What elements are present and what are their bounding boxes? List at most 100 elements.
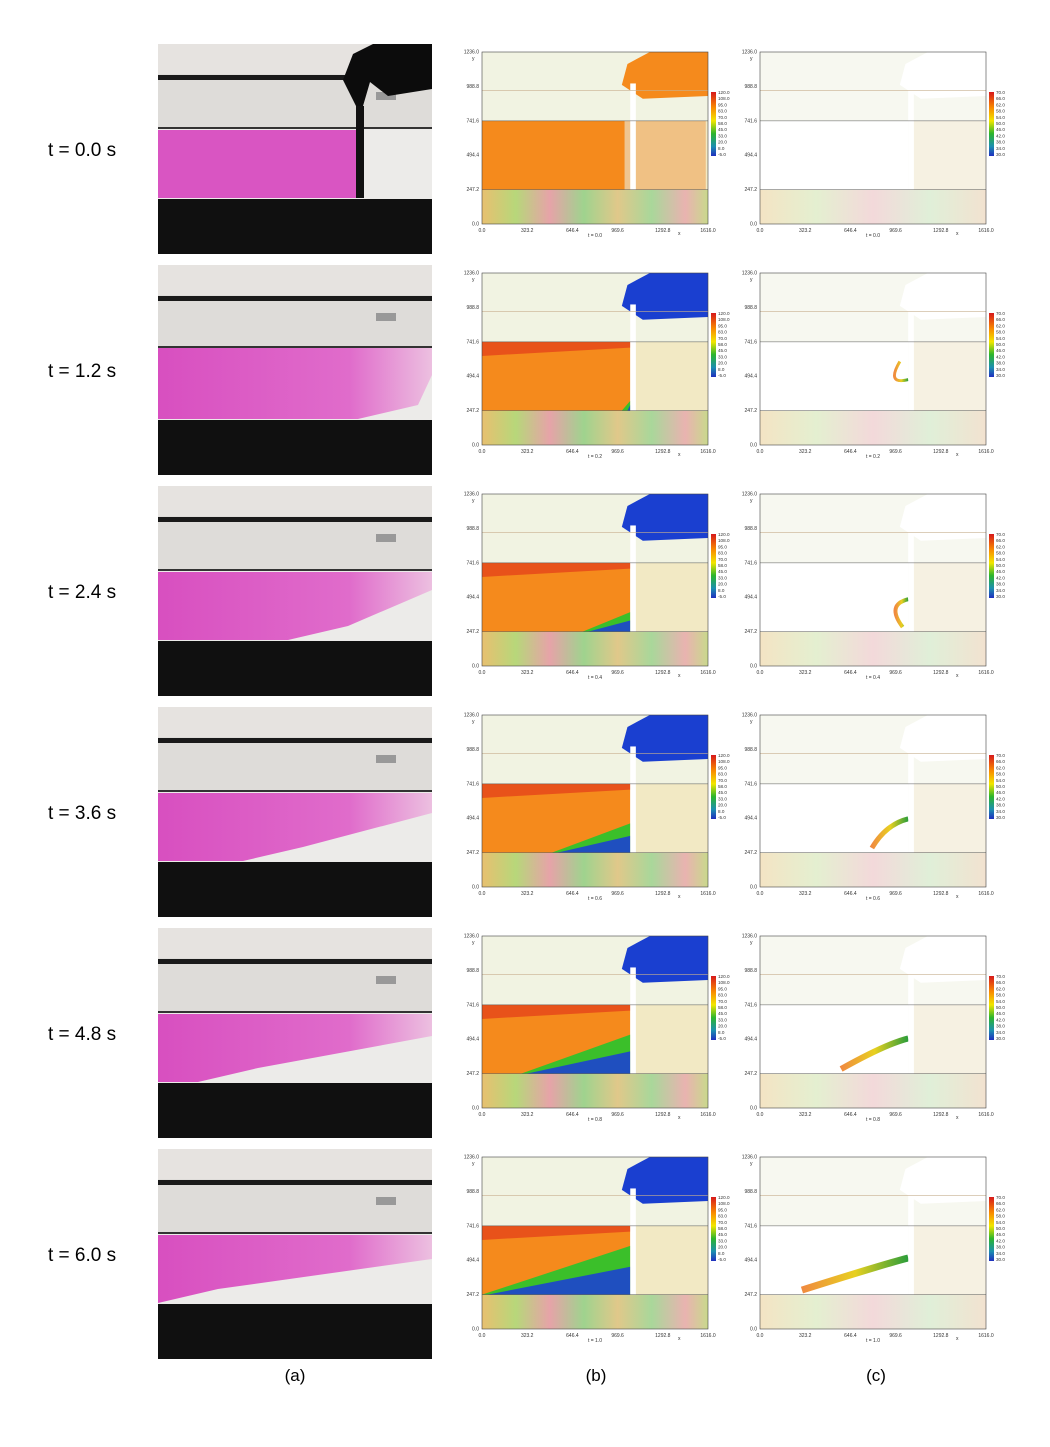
colorbar-label: 95.0: [718, 323, 727, 328]
x-tick-label: 1616.0: [700, 670, 716, 676]
x-tick-label: 969.6: [611, 670, 624, 676]
y-tick-label: 0.0: [472, 222, 479, 228]
y-tick-label: 0.0: [472, 664, 479, 670]
colorbar: [989, 313, 994, 377]
colorbar-label: 95.0: [718, 986, 727, 991]
y-axis-label: y: [750, 56, 753, 62]
channel-region: [913, 783, 986, 853]
colorbar-label: 33.0: [718, 133, 727, 138]
colorbar-label: -5.0: [718, 373, 726, 378]
concentration-plot: 0.0 247.2 494.4 741.6 988.8 1236.0 0.0 323.2 646…: [742, 271, 1006, 461]
y-axis-label: y: [472, 940, 475, 946]
figure-row: t = 3.6 s0.0247.2494.4741.6988.81236.00.…: [48, 707, 1005, 917]
colorbar-label: 62.0: [996, 1207, 1005, 1212]
plot-frame: [481, 714, 709, 888]
y-tick-label: 741.6: [466, 781, 479, 787]
panel-label: (a): [285, 1366, 306, 1385]
tag: [376, 92, 396, 100]
glove: [343, 44, 432, 106]
colorbar-label: 108.0: [718, 759, 730, 764]
x-tick-label: 0.0: [479, 1333, 486, 1339]
channel-region: [913, 120, 986, 190]
x-tick-label: 1292.8: [933, 228, 949, 234]
y-tick-label: 988.8: [744, 305, 757, 311]
tag: [376, 534, 396, 542]
hand: [621, 273, 708, 320]
red-layer: [482, 1225, 631, 1240]
figure-row: t = 4.8 s0.0247.2494.4741.6988.81236.00.…: [48, 928, 1005, 1138]
x-tick-label: 646.4: [844, 228, 857, 234]
x-tick-label: 323.2: [799, 228, 812, 234]
y-tick-label: 988.8: [466, 84, 479, 90]
plot-time: t = 0.0: [866, 233, 880, 239]
colorbar-label: 58.0: [718, 1226, 727, 1231]
x-axis-label: x: [956, 1336, 959, 1342]
colorbar-label: 108.0: [718, 317, 730, 322]
colorbar-label: 38.0: [996, 140, 1005, 145]
velocity-plot: 0.0 247.2 494.4 741.6 988.8 1236.0 0.0 323.2 646…: [464, 271, 730, 461]
y-tick-label: 0.0: [750, 664, 757, 670]
y-tick-label: 247.2: [466, 1071, 479, 1077]
y-axis-label: y: [472, 277, 475, 283]
colorbar-label: 83.0: [718, 993, 727, 998]
row-label: t = 4.8 s: [48, 1024, 116, 1045]
rail: [158, 75, 432, 80]
channel-region: [635, 1225, 708, 1295]
figure-row: t = 2.4 s0.0247.2494.4741.6988.81236.00.…: [48, 486, 1005, 696]
x-axis-label: x: [956, 231, 959, 237]
bottom-band: [482, 631, 708, 666]
plot-frame: [481, 493, 709, 667]
y-tick-label: 988.8: [466, 305, 479, 311]
plot-time: t = 1.0: [866, 1338, 880, 1344]
gate: [630, 746, 636, 853]
figure-row: t = 0.0 s0.0247.2494.4741.6988.81236.00.…: [48, 44, 1005, 254]
interface-streak: [839, 1035, 910, 1072]
colorbar-label: 50.0: [996, 563, 1005, 568]
y-tick-label: 1236.0: [742, 713, 758, 719]
colorbar-label: 50.0: [996, 121, 1005, 126]
fluid-blank: [760, 783, 909, 853]
y-tick-label: 494.4: [744, 595, 757, 601]
gate: [630, 525, 636, 632]
y-tick-label: 247.2: [744, 850, 757, 856]
colorbar-label: 66.0: [996, 980, 1005, 985]
x-tick-label: 1292.8: [933, 1333, 949, 1339]
colorbar-label: 50.0: [996, 342, 1005, 347]
colorbar-label: 50.0: [996, 1005, 1005, 1010]
colorbar: [711, 755, 716, 819]
colorbar-label: 83.0: [718, 330, 727, 335]
y-tick-label: 988.8: [744, 1189, 757, 1195]
colorbar: [711, 313, 716, 377]
photo: [158, 44, 432, 254]
colorbar-label: 70.0: [718, 1220, 727, 1225]
colorbar-label: 58.0: [718, 342, 727, 347]
colorbar-label: 20.0: [718, 582, 727, 587]
interface-streak: [893, 597, 909, 629]
pink-fluid: [158, 1235, 432, 1303]
y-tick-label: 247.2: [744, 629, 757, 635]
hand: [621, 52, 708, 99]
x-tick-label: 646.4: [566, 670, 579, 676]
rail: [158, 296, 432, 301]
colorbar: [989, 755, 994, 819]
panel-label: (b): [586, 1366, 607, 1385]
y-axis-label: y: [472, 56, 475, 62]
gate: [908, 83, 914, 190]
colorbar-label: 42.0: [996, 354, 1005, 359]
x-tick-label: 969.6: [889, 1112, 902, 1118]
colorbar-label: 38.0: [996, 803, 1005, 808]
photo: [158, 486, 432, 696]
y-tick-label: 741.6: [744, 339, 757, 345]
row-label: t = 0.0 s: [48, 140, 116, 161]
pink-fluid: [158, 130, 356, 198]
y-tick-label: 247.2: [466, 408, 479, 414]
colorbar-label: 42.0: [996, 1017, 1005, 1022]
x-tick-label: 646.4: [844, 449, 857, 455]
y-tick-label: 988.8: [466, 526, 479, 532]
y-tick-label: 1236.0: [464, 934, 480, 940]
tag: [376, 976, 396, 984]
colorbar-label: 95.0: [718, 1207, 727, 1212]
hand: [621, 936, 708, 983]
row-label: t = 1.2 s: [48, 361, 116, 382]
colorbar-label: 58.0: [718, 1005, 727, 1010]
